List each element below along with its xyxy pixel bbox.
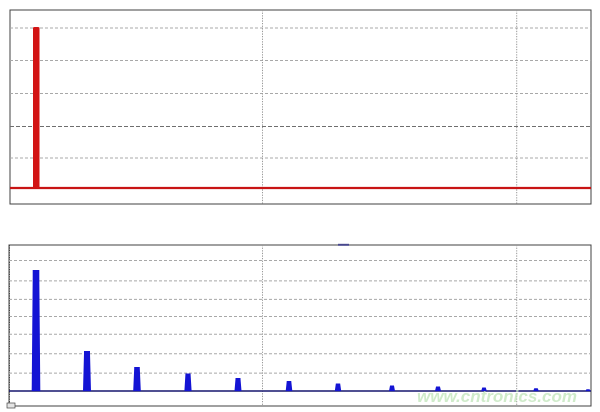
svg-text:www.cntronics.com: www.cntronics.com [417, 387, 577, 406]
